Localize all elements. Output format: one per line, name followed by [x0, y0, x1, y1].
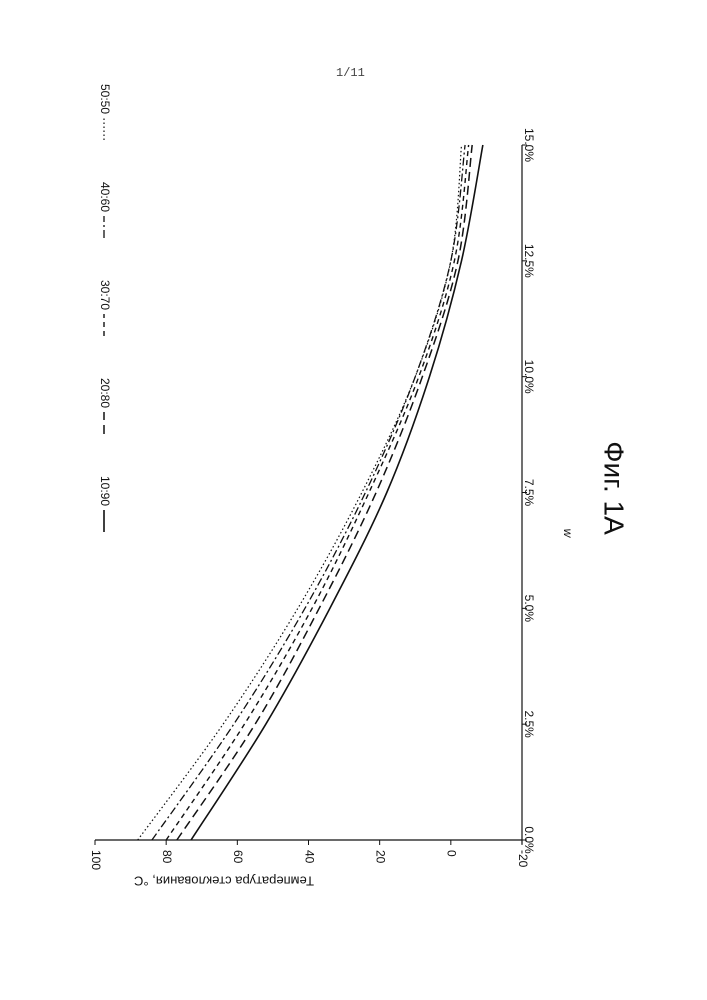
x-tick-label: 0.0%	[522, 826, 536, 854]
x-tick-label: 10.0%	[522, 360, 536, 394]
series-line-20-80	[177, 145, 472, 840]
figure-caption: Фиг. 1А	[599, 441, 630, 535]
x-tick-label: 12.5%	[522, 244, 536, 278]
x-tick-label: 7.5%	[522, 479, 536, 507]
x-tick-label: 15.0%	[522, 128, 536, 162]
legend-label: 40:60	[98, 182, 112, 212]
series-line-30-70	[166, 145, 468, 840]
series-line-10-90	[191, 145, 483, 840]
chart: 100806040200-200.0%2.5%5.0%7.5%10.0%12.5…	[89, 84, 630, 889]
series-line-50-50	[138, 145, 462, 840]
series-line-40-60	[152, 145, 465, 840]
x-tick-label: 5.0%	[522, 595, 536, 623]
y-tick-label: 60	[231, 850, 245, 864]
legend-label: 10:90	[98, 476, 112, 506]
y-tick-label: 20	[373, 850, 387, 864]
x-tick-label: 2.5%	[522, 710, 536, 738]
legend-label: 50:50	[98, 84, 112, 114]
x-axis-title: w	[561, 529, 575, 539]
legend-label: 20:80	[98, 378, 112, 408]
legend-label: 30:70	[98, 280, 112, 310]
y-axis-title: Температура стеклования, °C	[134, 874, 314, 889]
y-tick-label: 0	[445, 850, 459, 857]
y-tick-label: 100	[89, 850, 103, 870]
y-tick-label: 80	[160, 850, 174, 864]
y-tick-label: 40	[302, 850, 316, 864]
